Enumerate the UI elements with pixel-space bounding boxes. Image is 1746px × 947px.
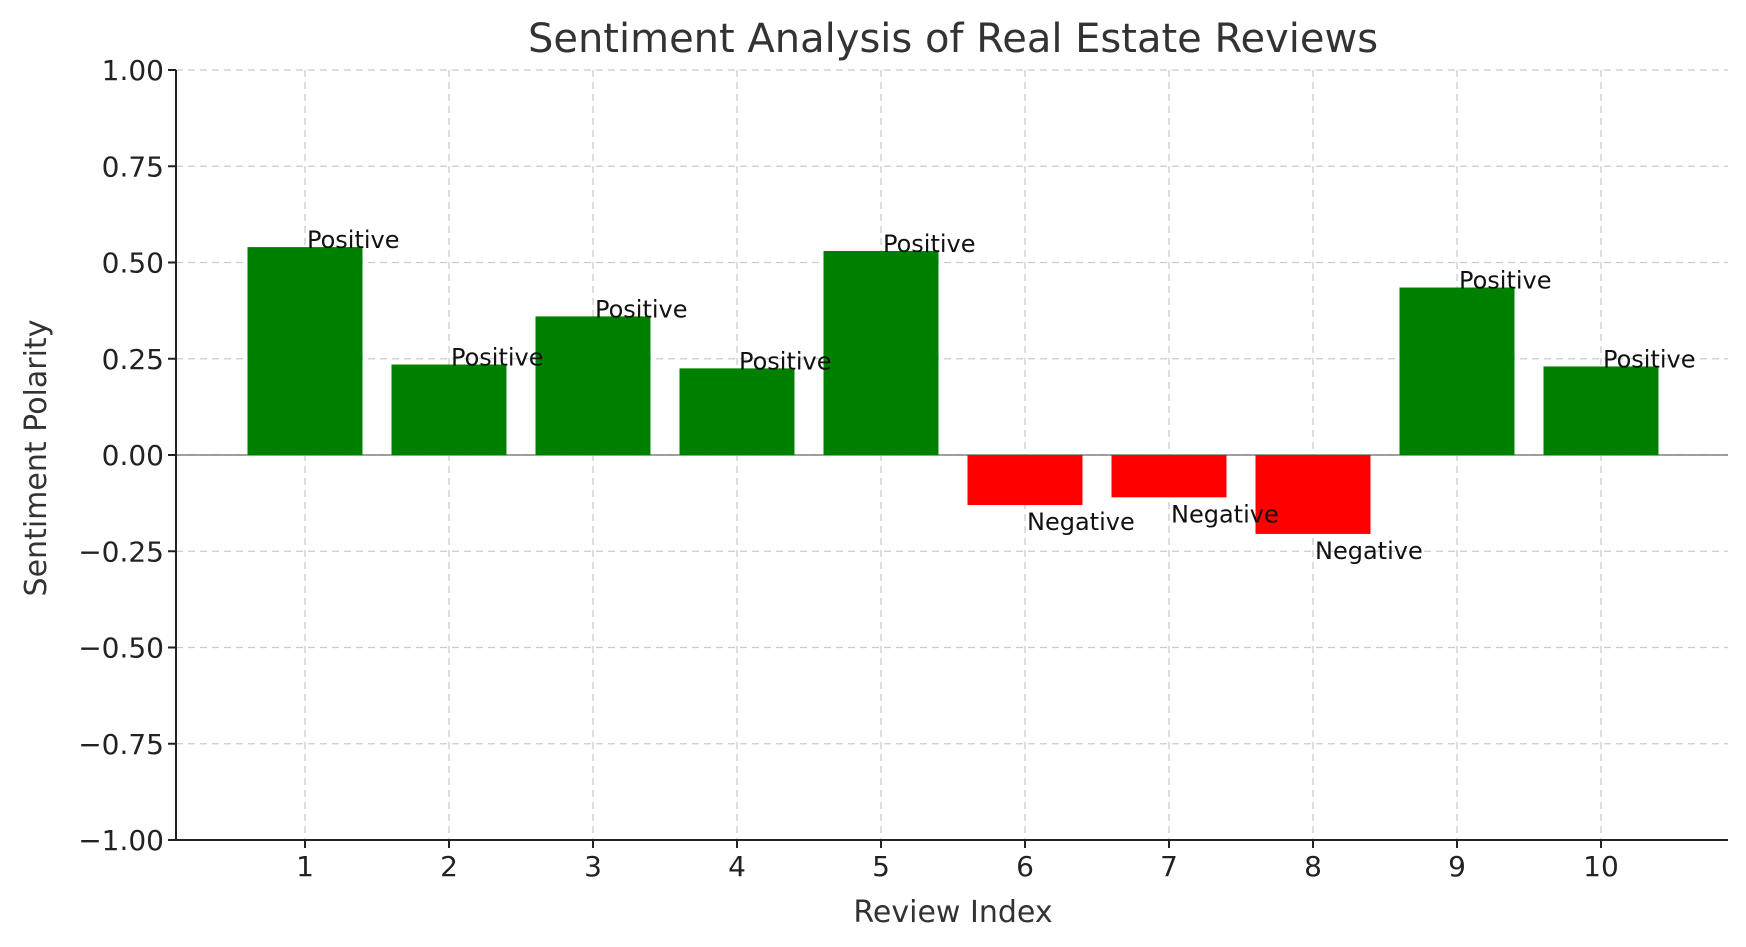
bar-label-4: Positive (739, 347, 832, 375)
x-tick-label-8: 8 (1304, 850, 1322, 883)
bar-1 (247, 247, 363, 455)
y-ticks: −1.00 −0.75 −0.50 −0.25 0.00 0.25 0.50 0.75 1.00 (78, 54, 176, 857)
y-tick-label-4: 0.00 (102, 439, 164, 472)
y-tick-label-5: 0.25 (102, 343, 164, 376)
y-tick-label-3: −0.25 (78, 535, 164, 568)
bars (247, 247, 1659, 534)
y-tick-label-7: 0.75 (102, 150, 164, 183)
y-tick-label-2: −0.50 (78, 632, 164, 665)
bar-7 (1111, 455, 1227, 498)
bar-label-6: Negative (1027, 508, 1135, 536)
x-tick-label-9: 9 (1448, 850, 1466, 883)
chart-title: Sentiment Analysis of Real Estate Review… (528, 16, 1378, 62)
bar-label-7: Negative (1171, 500, 1279, 528)
y-tick-label-6: 0.50 (102, 247, 164, 280)
x-tick-label-7: 7 (1160, 850, 1178, 883)
x-tick-label-2: 2 (440, 850, 458, 883)
y-tick-label-0: −1.00 (78, 824, 164, 857)
bar-6 (967, 455, 1083, 506)
y-tick-label-8: 1.00 (102, 54, 164, 87)
x-tick-label-5: 5 (872, 850, 890, 883)
bar-label-3: Positive (595, 295, 688, 323)
bar-5 (823, 250, 939, 455)
bar-label-1: Positive (307, 226, 400, 254)
y-tick-label-1: −0.75 (78, 728, 164, 761)
bar-3 (535, 316, 651, 455)
bar-8 (1255, 455, 1371, 534)
bar-label-9: Positive (1459, 267, 1552, 295)
bar-label-2: Positive (451, 344, 544, 372)
x-tick-label-1: 1 (296, 850, 314, 883)
x-tick-label-4: 4 (728, 850, 746, 883)
bar-9 (1399, 287, 1515, 455)
bar-label-5: Positive (883, 230, 976, 258)
bar-10 (1543, 366, 1659, 455)
x-tick-label-6: 6 (1016, 850, 1034, 883)
bar-label-8: Negative (1315, 537, 1423, 565)
bar-2 (391, 364, 507, 455)
bar-labels: Positive Positive Positive Positive Positive… (307, 226, 1696, 565)
y-axis-label: Sentiment Polarity (19, 320, 54, 597)
bar-4 (679, 368, 795, 455)
x-axis-label: Review Index (853, 895, 1052, 930)
x-ticks: 1 2 3 4 5 6 7 8 9 10 (296, 840, 1619, 883)
bar-label-10: Positive (1603, 345, 1696, 373)
x-tick-label-3: 3 (584, 850, 602, 883)
x-tick-label-10: 10 (1583, 850, 1619, 883)
